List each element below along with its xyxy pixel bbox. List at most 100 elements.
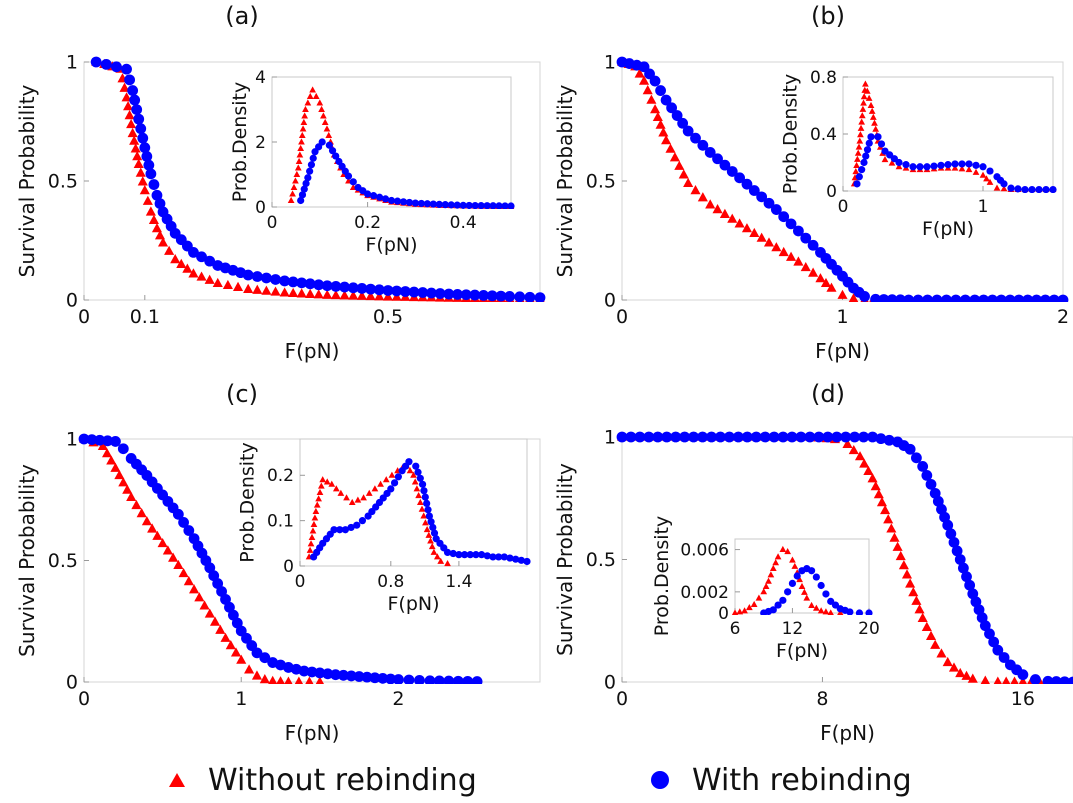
panel-d-series1-point <box>661 431 673 443</box>
panel-c-series0-point <box>162 545 173 555</box>
panel-d-series1-point <box>670 431 682 443</box>
panel-d-series0-point <box>898 560 909 570</box>
panel-a-series0-point <box>339 290 350 300</box>
panel-b-inset-series0-point <box>869 113 877 120</box>
panel-c-inset-series0-point <box>313 501 321 508</box>
panel-c-inset-series1-point <box>421 493 429 501</box>
panel-d-series0-point <box>892 541 903 551</box>
panel-a-series1-point <box>127 85 139 96</box>
panel-a-series1-point <box>137 132 149 144</box>
panel-a-series1-point <box>141 151 153 162</box>
panel-b-inset-series1-point <box>1028 185 1036 193</box>
panel-c-inset-series1-point <box>512 555 520 563</box>
panel-c-inset-series1-point <box>390 479 399 487</box>
panel-b-series1-point <box>903 294 915 302</box>
panel-b-inset-series1-point <box>1000 180 1008 188</box>
panel-b-inset-series1-point <box>877 140 886 148</box>
panel-c-inset-series1-point <box>425 512 433 520</box>
legend-without-label: Without rebinding <box>208 762 477 798</box>
panel-c-inset-series1-point <box>423 499 431 508</box>
panel-b-inset-series1-point <box>874 133 882 141</box>
panel-d-ytick-label: 1 <box>604 427 616 449</box>
panel-c-group: 0 1 2 0 0.5 1 F(pN) Survival Probability <box>15 429 541 745</box>
panel-b-inset-series1-point <box>972 161 980 169</box>
panel-b-series1-point <box>1048 294 1060 302</box>
panel-b-inset-series1-point <box>855 173 863 181</box>
panel-c-series1-point <box>86 434 98 446</box>
panel-a-series0-point <box>119 82 130 92</box>
panel-a-series1-point <box>296 277 308 289</box>
panel-c-series1-point <box>330 669 341 681</box>
panel-d-series0-point <box>955 667 966 678</box>
panel-c-series1-point <box>471 676 483 684</box>
panel-a-inset-xtick-label: 0.2 <box>354 213 381 233</box>
panel-a-inset-series1-point <box>405 198 414 207</box>
panel-c-xtick-label: 0 <box>78 688 90 710</box>
panel-b-series1-point <box>1004 294 1016 302</box>
panel-a-inset-series1-point <box>465 201 473 209</box>
panel-b-series1-point <box>719 159 731 171</box>
panel-b-series1-point <box>655 85 666 96</box>
panel-a-series1-point <box>399 286 411 297</box>
panel-a-series1-point <box>90 56 102 68</box>
panel-c-series1-point <box>251 647 263 659</box>
panel-c-series1-point <box>414 674 425 684</box>
panel-d-series0-point <box>908 587 919 597</box>
panel-b-series1-point <box>1022 294 1034 302</box>
panel-b-inset-series0-point <box>895 163 903 170</box>
panel-a-series1-point <box>131 104 143 115</box>
panel-c-series1-point <box>443 675 455 684</box>
panel-b-xtick-label: 1 <box>836 306 848 328</box>
panel-c-inset-series1-point <box>455 551 463 559</box>
panel-a-inset-series0-point <box>306 92 314 99</box>
panel-a-inset-series1-point <box>459 201 467 209</box>
panel-a-xtick-label: 0.1 <box>130 306 160 328</box>
panel-a-series1-point <box>204 255 216 267</box>
panel-a-series0-point <box>133 158 144 169</box>
panel-a-series1-point <box>124 74 135 86</box>
panel-b-inset-group: 0 1 0 0.4 0.8 F(pN) Prob.Density <box>779 68 1057 240</box>
panel-d-inset-series1-point <box>769 606 777 614</box>
panel-a-inset-series1-point <box>298 191 307 199</box>
panel-d-series0-point <box>917 612 928 622</box>
panel-a-series0-point <box>151 223 163 233</box>
panel-d-series1-point <box>979 620 991 632</box>
panel-c-series0-point <box>220 632 231 642</box>
panel-b-inset-series0-point <box>986 178 994 185</box>
panel-c-series0-point <box>131 499 142 510</box>
panel-c-series1-point <box>452 675 464 684</box>
panel-d-inset-series0-point <box>760 588 768 595</box>
panel-b-series0-point <box>820 277 832 288</box>
panel-d-series1-point <box>768 431 780 443</box>
panel-c-series0-point <box>106 455 117 465</box>
panel-c-inset-series0-point <box>323 478 331 485</box>
panel-b-inset-series1-point <box>902 161 910 169</box>
panel-a-inset-series1-point <box>364 190 372 198</box>
panel-c-series0-point <box>204 608 215 618</box>
panel-c-series0-point <box>199 600 210 610</box>
panel-b-inset-series1-point <box>937 161 945 169</box>
panel-c-series0-point <box>230 647 242 657</box>
panel-c-inset-series1-point <box>416 474 424 482</box>
panel-b-inset-series0-point <box>857 131 864 138</box>
panel-d-series0-point <box>901 569 913 579</box>
panel-c-inset-series1-point <box>412 462 420 470</box>
panel-b-series1-point <box>859 291 870 302</box>
panel-a-inset-series0-point <box>298 138 305 145</box>
panel-d-series0-point <box>895 550 906 561</box>
panel-d-inset-series0-point <box>827 609 834 615</box>
panel-a-inset-series1-point <box>447 201 455 209</box>
panel-a-inset-series1-point <box>411 199 419 207</box>
panel-b-inset-series0-point <box>872 125 880 132</box>
panel-d-series1-point <box>1042 675 1054 684</box>
panel-b-series0-point <box>734 218 745 228</box>
panel-a-series0-point <box>148 214 159 224</box>
panel-b-series0-point <box>652 111 663 122</box>
panel-d-inset-series1-point <box>793 572 801 580</box>
panel-c-inset-series0-point <box>444 560 451 567</box>
panel-d-inset-xtick-label: 6 <box>730 619 741 639</box>
panel-b-series0-point <box>778 246 789 257</box>
panel-b-series1-point <box>682 125 694 137</box>
panel-a-inset-series1-point <box>375 193 384 201</box>
panel-a-points <box>90 56 546 302</box>
